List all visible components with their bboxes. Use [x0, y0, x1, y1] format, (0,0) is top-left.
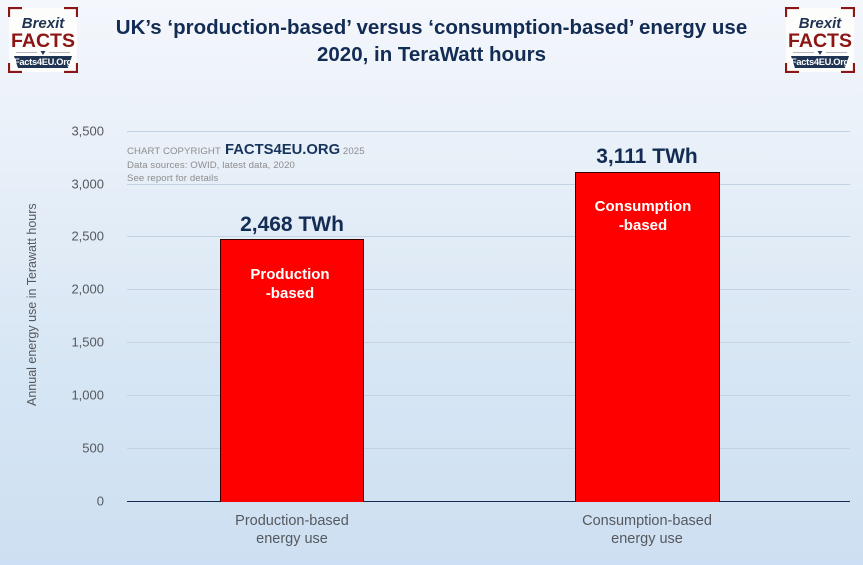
svg-text:FACTS: FACTS — [788, 30, 852, 52]
svg-text:Facts4EU.Org: Facts4EU.Org — [791, 57, 850, 67]
svg-text:Facts4EU.Org: Facts4EU.Org — [14, 57, 73, 67]
svg-text:FACTS: FACTS — [11, 30, 75, 52]
